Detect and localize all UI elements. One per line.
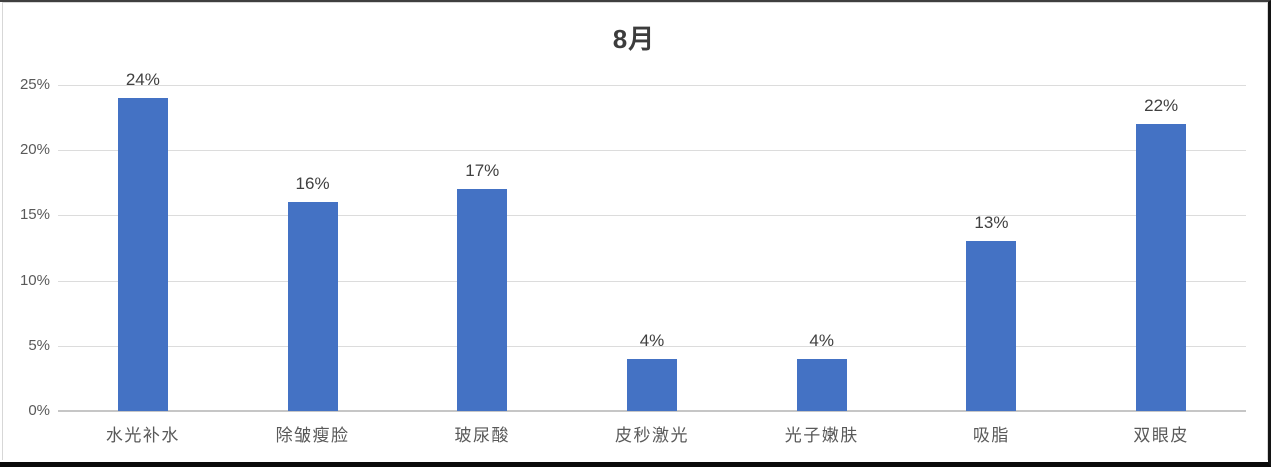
y-axis-tick-label: 10% <box>19 271 50 289</box>
bar-2[interactable] <box>287 202 338 411</box>
bar-4[interactable] <box>627 359 677 411</box>
y-axis-tick-label: 15% <box>19 206 50 224</box>
bar-7[interactable] <box>1136 124 1187 411</box>
bar-5[interactable] <box>796 359 847 411</box>
x-axis-category-label: 水光补水 <box>105 426 180 445</box>
bar-data-label: 16% <box>295 174 330 193</box>
bar-data-label: 4% <box>639 331 665 350</box>
y-axis-tick-label: 25% <box>19 76 50 93</box>
y-gridline <box>58 345 1246 347</box>
x-axis-category-label: 除皱瘦脸 <box>275 426 350 445</box>
bar-1[interactable] <box>117 98 168 411</box>
bar-3[interactable] <box>457 189 508 411</box>
chart-title: 8月 <box>612 24 656 54</box>
x-axis-line <box>58 410 1246 412</box>
bar-data-label: 13% <box>974 213 1009 232</box>
bar-data-label: 4% <box>809 331 834 350</box>
bar-data-label: 22% <box>1144 96 1179 115</box>
y-axis-tick-label: 5% <box>28 336 50 354</box>
y-gridline <box>58 215 1246 217</box>
y-gridline <box>58 280 1246 282</box>
y-axis-tick-label: 20% <box>19 141 50 159</box>
x-axis-category-label: 双眼皮 <box>1133 426 1189 445</box>
x-axis-category-label: 玻尿酸 <box>454 426 511 445</box>
bar-6[interactable] <box>966 241 1017 411</box>
x-axis-category-label: 吸脂 <box>972 426 1010 445</box>
x-axis-category-label: 皮秒激光 <box>615 426 689 445</box>
x-axis-category-label: 光子嫩肤 <box>784 426 859 445</box>
y-gridline <box>58 85 1246 86</box>
y-axis-tick-label: 0% <box>28 402 50 419</box>
bar-data-label: 24% <box>125 70 160 89</box>
y-gridline <box>58 150 1246 152</box>
bar-data-label: 17% <box>465 161 500 180</box>
